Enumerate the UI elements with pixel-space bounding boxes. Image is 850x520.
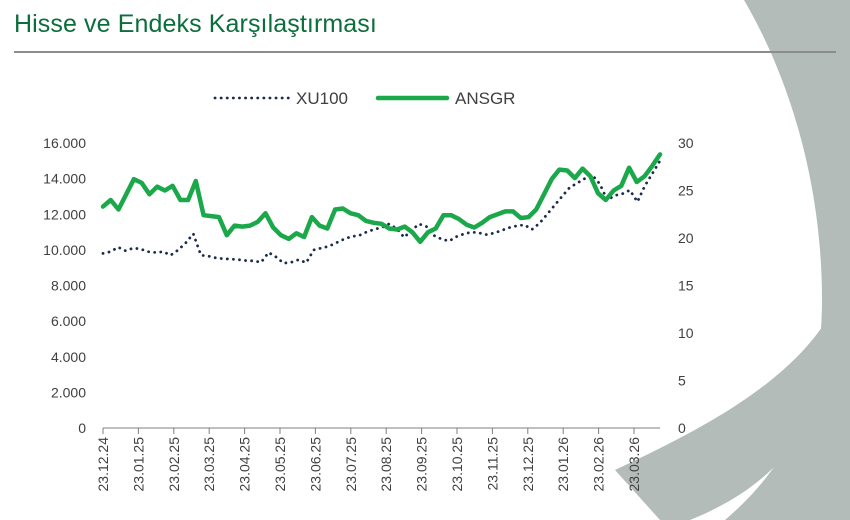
x-tick-label: 23.12.25 [520,437,536,492]
legend: XU100 ANSGR [213,89,515,108]
x-tick-label: 23.02.26 [591,437,607,492]
x-tick-label: 23.04.25 [237,437,253,492]
y-left-tick-label: 4.000 [51,349,86,365]
x-tick-label: 23.10.25 [449,437,465,492]
y-left-tick-label: 6.000 [51,313,86,329]
x-tick-label: 23.01.25 [130,437,146,492]
y-right-tick-label: 25 [678,183,694,199]
y-left-tick-label: 14.000 [43,171,86,187]
chart-axes: 0 2.000 4.000 6.000 8.000 10.000 12.000 14.000 1… [43,135,694,492]
y-right-tick-label: 20 [678,230,694,246]
x-tick-label: 23.02.25 [166,437,182,492]
title-divider [14,51,836,53]
legend-label-ansgr: ANSGR [455,89,515,108]
x-tick-label: 23.12.24 [95,437,111,492]
x-tick-label: 23.05.25 [272,437,288,492]
y-right-tick-label: 30 [678,135,694,151]
y-left-tick-label: 16.000 [43,135,86,151]
legend-label-xu100: XU100 [296,89,348,108]
series-line-xu100 [101,159,662,265]
y-left-tick-label: 2.000 [51,384,86,400]
x-tick-label: 23.09.25 [414,437,430,492]
y-right-tick-label: 15 [678,278,694,294]
series-line-ansgr [100,152,663,245]
page-title: Hisse ve Endeks Karşılaştırması [14,10,377,38]
y-left-tick-label: 10.000 [43,242,86,258]
y-right-tick-label: 0 [678,420,686,436]
x-tick-label: 23.03.26 [626,437,642,492]
x-tick-label: 23.01.26 [555,437,571,492]
y-left-tick-label: 8.000 [51,278,86,294]
x-tick-label: 23.11.25 [484,437,500,491]
y-left-tick-label: 0 [78,420,86,436]
plot-area [100,152,663,265]
y-right-tick-label: 10 [678,325,694,341]
y-left-tick-label: 12.000 [43,206,86,222]
x-tick-label: 23.08.25 [378,437,394,492]
x-tick-label: 23.06.25 [307,437,323,492]
y-right-tick-label: 5 [678,373,686,389]
x-tick-label: 23.03.25 [201,437,217,492]
x-tick-label: 23.07.25 [343,437,359,492]
